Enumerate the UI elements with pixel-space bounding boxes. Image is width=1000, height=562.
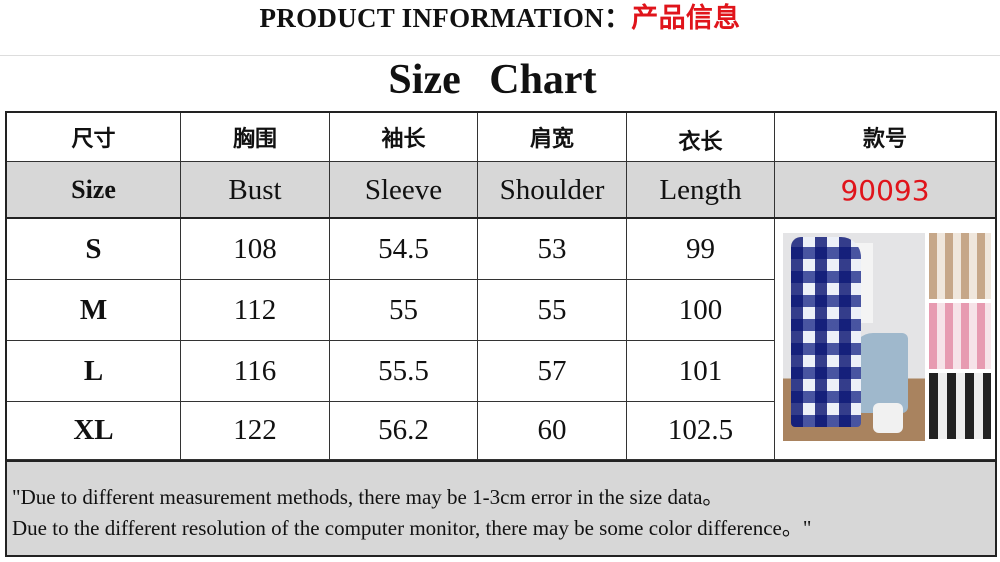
cell-bust: 122 [181, 402, 330, 460]
cell-shoulder: 60 [478, 402, 627, 460]
header-cn-size: 尺寸 [7, 113, 181, 162]
cell-length: 102.5 [627, 402, 775, 460]
product-photo-main [783, 233, 925, 441]
cell-bust: 112 [181, 280, 330, 341]
cell-sleeve: 55 [330, 280, 478, 341]
product-photo-black [929, 373, 991, 439]
header-length: Length [627, 162, 775, 219]
header-divider [7, 217, 995, 219]
header-shoulder: Shoulder [478, 162, 627, 219]
product-photo-khaki [929, 233, 991, 299]
cell-size: XL [7, 402, 181, 460]
header-sleeve: Sleeve [330, 162, 478, 219]
cell-bust: 116 [181, 341, 330, 402]
size-chart-title: Size Chart [388, 57, 597, 103]
header-bust: Bust [181, 162, 330, 219]
cell-sleeve: 55.5 [330, 341, 478, 402]
style-number: 90093 [775, 162, 995, 219]
cell-size: L [7, 341, 181, 402]
cell-length: 99 [627, 219, 775, 280]
header-size: Size [7, 162, 181, 219]
title-chinese: 产品信息 [631, 3, 741, 34]
cell-sleeve: 54.5 [330, 219, 478, 280]
title-english: PRODUCT INFORMATION： [259, 3, 632, 33]
note-line: "Due to different measurement methods, t… [12, 485, 724, 509]
product-information-title: PRODUCT INFORMATION：产品信息 [0, 0, 1000, 40]
cell-shoulder: 55 [478, 280, 627, 341]
header-cn-style-number: 款号 [775, 113, 995, 162]
header-cn-shoulder: 肩宽 [478, 113, 627, 162]
header-cn-sleeve: 袖长 [330, 113, 478, 162]
header-cn-bust: 胸围 [181, 113, 330, 162]
product-photo-pink [929, 303, 991, 369]
cell-size: S [7, 219, 181, 280]
photo-cell [775, 219, 995, 460]
divider [0, 55, 1000, 56]
size-table: 尺寸 胸围 袖长 肩宽 衣长 款号 Size Bust Sleeve Shoul… [5, 111, 997, 557]
cell-shoulder: 57 [478, 341, 627, 402]
cell-bust: 108 [181, 219, 330, 280]
header-cn-length: 衣长 [627, 113, 775, 162]
cell-length: 100 [627, 280, 775, 341]
product-photo [783, 233, 991, 443]
cell-sleeve: 56.2 [330, 402, 478, 460]
cell-size: M [7, 280, 181, 341]
note-line: Due to the different resolution of the c… [12, 516, 812, 540]
cell-shoulder: 53 [478, 219, 627, 280]
cell-length: 101 [627, 341, 775, 402]
notes-box: "Due to different measurement methods, t… [7, 460, 995, 555]
